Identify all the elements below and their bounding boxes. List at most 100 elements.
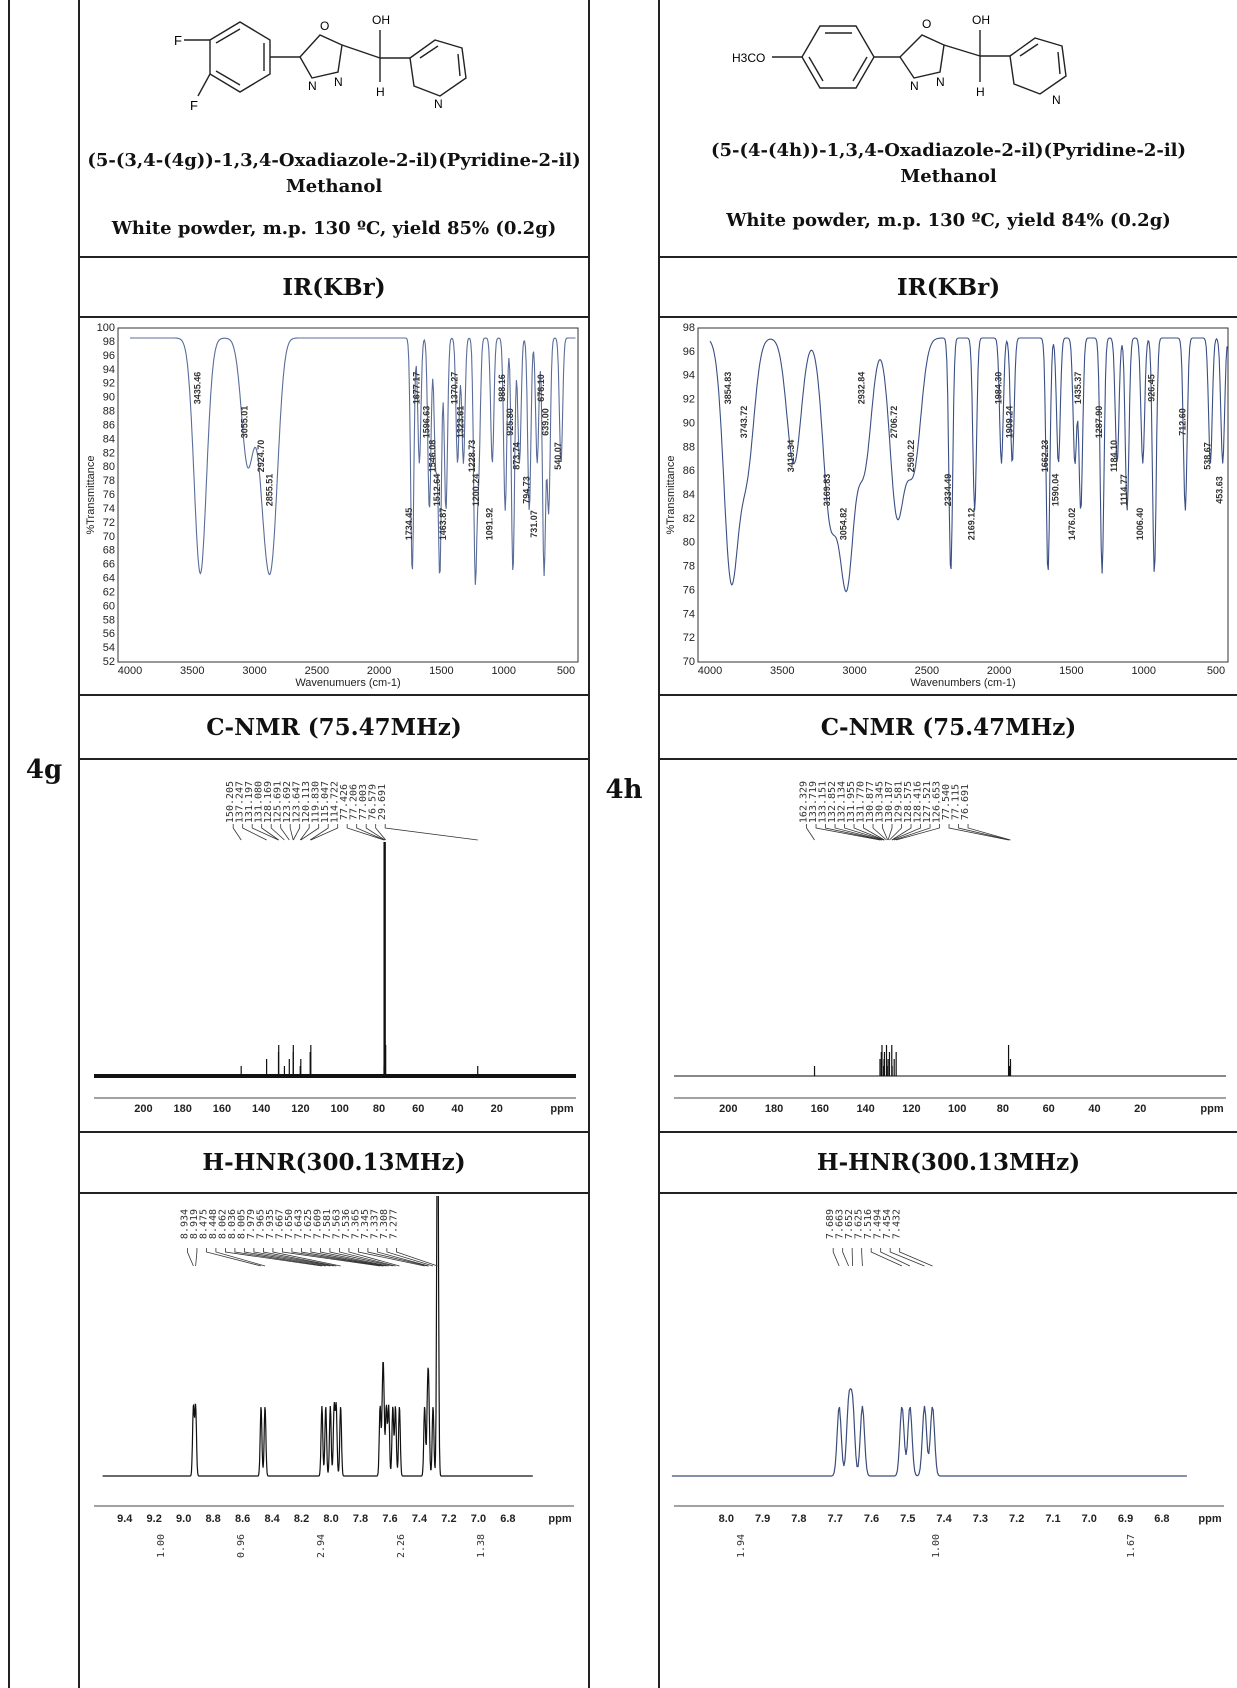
x-tick-label: 20 [1134, 1103, 1146, 1115]
ir-peak-label: 1287.90 [1094, 406, 1104, 439]
compound-description: White powder, m.p. 130 ºC, yield 85% (0.… [111, 218, 557, 239]
nmr-peak-label: 115.047 [320, 781, 331, 823]
y-tick-label: 90 [683, 417, 695, 429]
hnmr-label-leader [206, 1248, 262, 1267]
compound-name-line1: (5-(3,4-(4g))-1,3,4-Oxadiazole-2-il)(Pyr… [87, 150, 581, 171]
x-tick-label: 7.2 [1009, 1513, 1024, 1525]
nmr-label-leader [346, 824, 385, 841]
x-tick-label: 20 [491, 1103, 503, 1115]
nmr-label-leader [232, 824, 242, 841]
hnmr-peak-label: 7.277 [388, 1209, 399, 1239]
hnmr-label-leader [329, 1248, 393, 1267]
nmr-label-leader [891, 824, 921, 841]
hnmr-peak-label: 7.643 [293, 1209, 304, 1239]
hnmr-integral: 2.94 [316, 1534, 327, 1558]
nmr-peak-label: 128.169 [263, 781, 274, 823]
x-tick-label: 100 [948, 1103, 966, 1115]
hnmr-peak-label: 7.536 [341, 1209, 352, 1239]
ir-peak-label: 1228.73 [467, 440, 477, 473]
ir-peak-label: 1596.63 [421, 406, 431, 439]
atom-label: O [922, 17, 931, 31]
ir-peak-label: 1200.24 [471, 474, 481, 507]
hnmr-label-leader [253, 1248, 335, 1267]
y-tick-label: 96 [103, 350, 115, 362]
y-tick-label: 94 [103, 364, 115, 376]
atom-label: N [910, 79, 919, 93]
nmr-peak-label: 77.003 [358, 784, 369, 820]
compound-id-4h: 4h [605, 775, 643, 805]
x-tick-label: 4000 [118, 665, 142, 677]
x-tick-label: 8.2 [294, 1513, 309, 1525]
y-tick-label: 86 [683, 465, 695, 477]
ir-peak-label: 1546.08 [428, 440, 438, 473]
hnmr-peak-label: 8.062 [217, 1209, 228, 1239]
nmr-peak-label: 132.134 [837, 781, 848, 823]
nmr-label-leader [896, 824, 940, 841]
nmr-label-leader [887, 824, 893, 841]
y-axis-label: %Transmittance [85, 455, 97, 534]
nmr-label-leader [365, 824, 386, 841]
hnmr-integral: 1.38 [476, 1534, 487, 1558]
nmr-peak-label: 125.691 [273, 781, 284, 823]
ir-peak-label: 3435.46 [192, 372, 202, 405]
nmr-label-leader [825, 824, 882, 841]
cnmr-title: C-NMR (75.47MHz) [206, 713, 462, 741]
x-tick-label: 8.4 [264, 1513, 280, 1525]
hnmr-label-leader [889, 1248, 925, 1267]
nmr-peak-label: 77.426 [339, 784, 350, 820]
x-axis-label: Wavenumbers (cm-1) [910, 677, 1015, 689]
hnmr-label-leader [272, 1248, 341, 1267]
ir-peak-label: 3055.01 [240, 406, 250, 439]
x-tick-label: 7.7 [828, 1513, 843, 1525]
y-tick-label: 70 [103, 531, 115, 543]
nmr-peak-label: 77.540 [941, 784, 952, 820]
hnmr-integral: 1.94 [736, 1534, 747, 1558]
x-tick-label: 7.6 [864, 1513, 879, 1525]
x-tick-label: ppm [548, 1513, 571, 1525]
y-tick-label: 80 [683, 537, 695, 549]
table-divider [658, 316, 1237, 318]
y-tick-label: 52 [103, 656, 115, 668]
ir-trace [130, 337, 576, 585]
hnmr-label-leader [870, 1248, 903, 1267]
y-tick-label: 62 [103, 586, 115, 598]
hnmr-peak-label: 8.448 [208, 1209, 219, 1239]
hnmr-peak-label: 7.308 [379, 1209, 390, 1239]
hnmr-peak-label: 7.663 [835, 1209, 846, 1239]
nmr-label-leader [356, 824, 385, 841]
ir-peak-label: 639.00 [541, 408, 551, 436]
x-axis-label: Wavenumuers (cm-1) [295, 677, 400, 689]
table-divider [78, 0, 80, 1688]
x-tick-label: 1000 [491, 665, 515, 677]
hnmr-label-leader [187, 1248, 194, 1267]
x-tick-label: 7.0 [1082, 1513, 1097, 1525]
nmr-label-leader [384, 824, 478, 841]
hnmr-label-leader [234, 1248, 326, 1267]
nmr-label-leader [891, 824, 912, 841]
hnmr-peak-label: 7.979 [246, 1209, 257, 1239]
nmr-peak-label: 77.115 [951, 784, 962, 820]
x-tick-label: 2000 [987, 665, 1011, 677]
ir-peak-label: 1091.92 [484, 508, 494, 541]
atom-label: F [174, 33, 182, 48]
hnmr-integral: 0.96 [236, 1534, 247, 1558]
nmr-peak-label: 76.691 [960, 784, 971, 820]
y-tick-label: 92 [103, 378, 115, 390]
x-tick-label: 9.0 [176, 1513, 191, 1525]
ir-peak-label: 540.07 [553, 442, 563, 470]
atom-label: OH [972, 13, 990, 27]
table-divider [78, 694, 588, 696]
ir-peak-label: 3743.72 [739, 406, 749, 439]
nmr-label-leader [251, 824, 279, 841]
nmr-label-leader [309, 824, 329, 841]
nmr-label-leader [815, 824, 881, 841]
x-tick-label: 7.2 [441, 1513, 456, 1525]
ir-title: IR(KBr) [896, 273, 1001, 301]
nmr-label-leader [834, 824, 883, 841]
nmr-label-leader [853, 824, 885, 841]
compound-4g-info: F F O N N OH H N (5-(3,4-(4g))-1,3,4-Oxa… [80, 0, 588, 256]
ir-peak-label: 2169.12 [967, 508, 977, 541]
structure-4g: F F O N N OH H N [174, 13, 467, 113]
hnmr-peak-label: 7.609 [312, 1209, 323, 1239]
